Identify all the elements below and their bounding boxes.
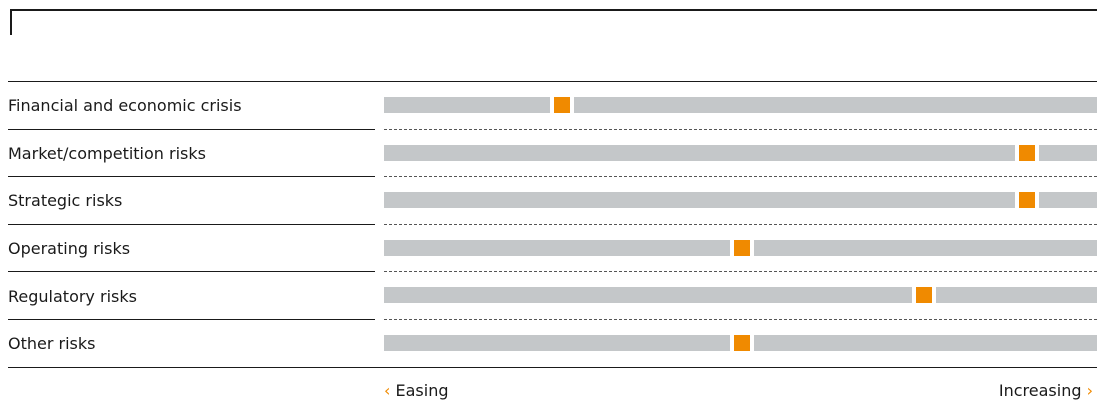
risk-marker-slot [550,97,575,113]
risk-row: Financial and economic crisis [0,82,1097,130]
risk-row: Strategic risks [0,177,1097,225]
axis-increasing: Increasing › [999,381,1093,400]
risk-track [384,144,1097,161]
risk-label: Regulatory risks [8,286,137,306]
risk-marker [733,334,750,351]
track-divider [384,318,1097,320]
risk-marker [1019,144,1036,161]
risk-label: Strategic risks [8,191,123,211]
risk-label: Financial and economic crisis [8,96,242,116]
axis-easing: ‹ Easing [384,381,449,400]
risk-marker [733,239,750,256]
axis-increasing-label: Increasing [998,381,1082,400]
risk-row: Market/competition risks [0,130,1097,178]
risk-label: Market/competition risks [8,143,206,163]
header-rule [8,81,1097,82]
label-divider [8,223,375,225]
risk-marker-slot [911,287,936,304]
label-divider [8,128,375,130]
risk-label: Other risks [8,334,96,354]
chevron-left-icon: ‹ [384,381,391,400]
chevron-right-icon: › [1086,381,1093,400]
risk-marker [1019,192,1036,209]
frame-top-border [10,9,1097,11]
risk-marker-slot [729,239,754,256]
track-divider [384,271,1097,273]
risk-marker-slot [729,334,754,351]
risk-track [384,287,1097,304]
risk-track [384,97,1097,113]
risk-rows: Financial and economic crisis Market/com… [0,82,1097,368]
risk-row: Regulatory risks [0,272,1097,320]
track-divider [384,128,1097,130]
risk-marker-slot [1015,144,1040,161]
risk-track [384,334,1097,351]
risk-label: Operating risks [8,239,131,259]
label-divider [8,318,375,320]
track-divider [384,176,1097,178]
track-divider [384,223,1097,225]
risk-marker [554,97,571,113]
risk-row: Other risks [0,320,1097,368]
label-divider [8,271,375,273]
bottom-rule [8,367,1097,368]
risk-marker-slot [1015,192,1040,209]
risk-marker [915,287,932,304]
risk-track [384,192,1097,209]
axis-easing-label: Easing [395,381,449,400]
risk-track [384,239,1097,256]
frame-left-border [10,9,12,35]
label-divider [8,176,375,178]
risk-row: Operating risks [0,225,1097,273]
